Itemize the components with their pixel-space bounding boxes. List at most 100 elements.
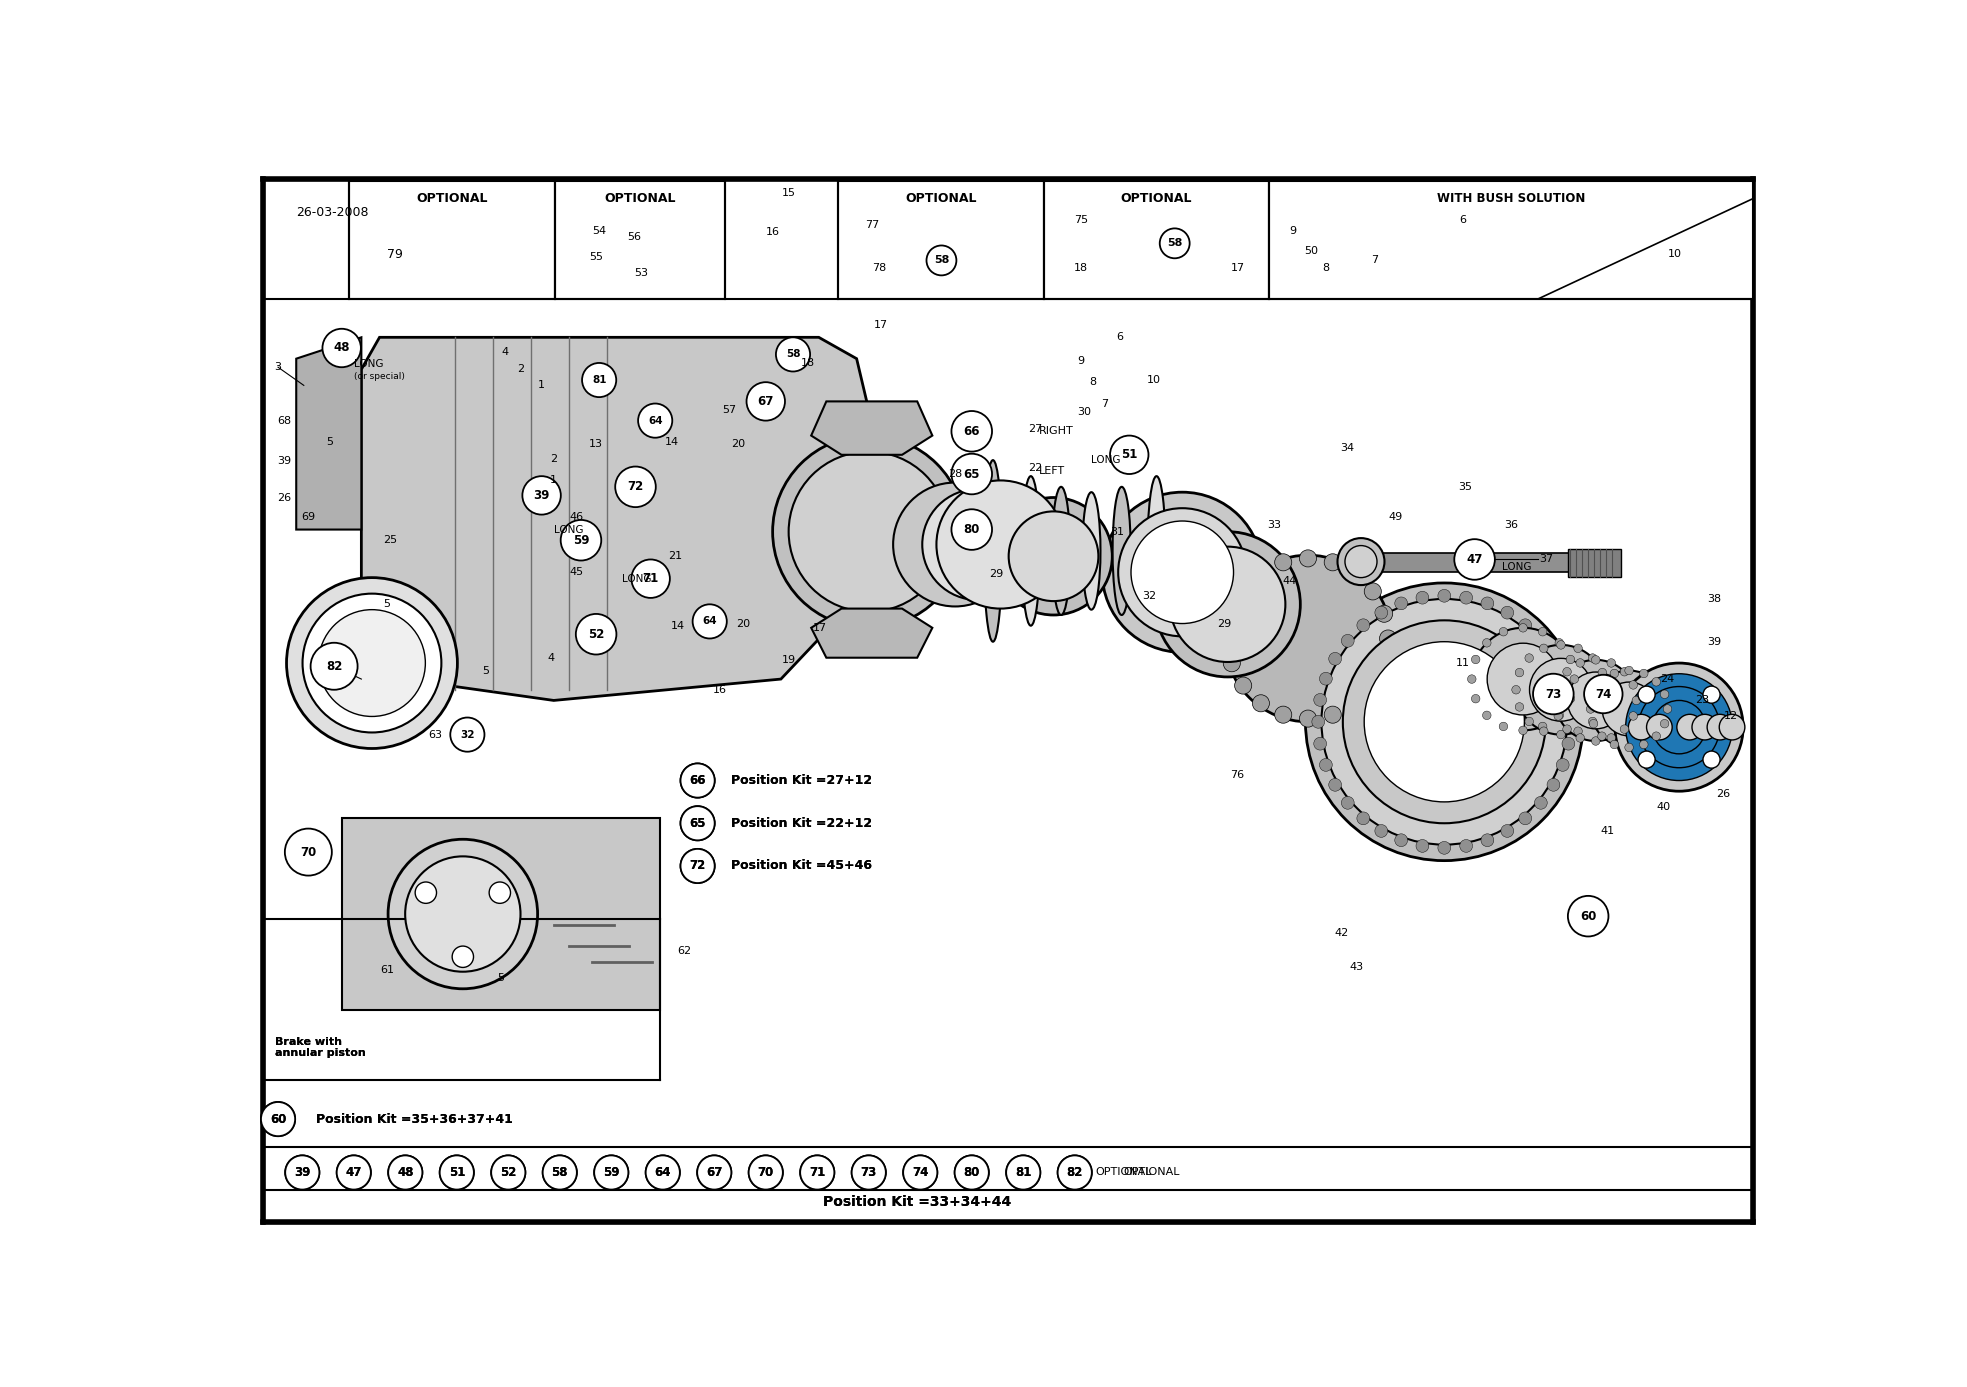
Ellipse shape — [1147, 476, 1166, 626]
Circle shape — [1611, 741, 1619, 749]
Circle shape — [1519, 811, 1532, 825]
Text: LONG: LONG — [1092, 455, 1121, 465]
Text: 81: 81 — [592, 374, 606, 386]
Circle shape — [1562, 738, 1576, 750]
Circle shape — [1275, 553, 1292, 571]
Circle shape — [1597, 669, 1607, 677]
Circle shape — [523, 476, 561, 515]
Circle shape — [594, 1155, 627, 1190]
Circle shape — [1341, 634, 1353, 648]
Circle shape — [1395, 834, 1408, 846]
Text: 2: 2 — [551, 454, 557, 465]
Circle shape — [852, 1155, 885, 1190]
Text: 23: 23 — [1696, 695, 1709, 706]
Text: OPTIONAL: OPTIONAL — [417, 191, 488, 205]
Text: LONG: LONG — [1503, 562, 1532, 571]
Text: 9: 9 — [1288, 226, 1296, 236]
Text: 49: 49 — [1389, 512, 1402, 522]
Circle shape — [1556, 660, 1637, 741]
Text: 10: 10 — [1147, 374, 1161, 386]
Circle shape — [1109, 436, 1149, 474]
Circle shape — [311, 642, 358, 689]
Circle shape — [1591, 670, 1668, 748]
Text: 64: 64 — [655, 1166, 671, 1179]
Text: 31: 31 — [1109, 527, 1123, 537]
Text: 82: 82 — [327, 660, 342, 673]
Circle shape — [1471, 655, 1479, 664]
Circle shape — [1519, 725, 1526, 735]
Circle shape — [1591, 656, 1599, 664]
Text: 34: 34 — [1340, 444, 1355, 454]
Text: 5: 5 — [498, 974, 504, 983]
Text: LEFT: LEFT — [1039, 466, 1064, 476]
Circle shape — [773, 436, 966, 628]
Text: 20: 20 — [736, 619, 749, 628]
Polygon shape — [297, 337, 362, 530]
Text: 35: 35 — [1458, 481, 1473, 492]
Circle shape — [1597, 732, 1607, 741]
Text: Position Kit =22+12: Position Kit =22+12 — [732, 817, 871, 829]
Text: 66: 66 — [688, 774, 706, 786]
Text: OPTIONAL: OPTIONAL — [604, 191, 677, 205]
Circle shape — [1515, 703, 1524, 712]
Circle shape — [1707, 714, 1733, 739]
Circle shape — [1566, 655, 1576, 664]
Circle shape — [1515, 669, 1524, 677]
Circle shape — [1483, 638, 1491, 648]
Text: OPTIONAL: OPTIONAL — [1123, 1168, 1180, 1178]
Text: Position Kit =27+12: Position Kit =27+12 — [732, 774, 871, 786]
Circle shape — [1345, 545, 1377, 577]
Text: 18: 18 — [1074, 264, 1088, 273]
Text: 64: 64 — [655, 1166, 671, 1179]
Circle shape — [1225, 555, 1391, 721]
Text: 8: 8 — [1090, 377, 1096, 387]
Circle shape — [775, 337, 810, 372]
Circle shape — [1576, 734, 1585, 742]
Circle shape — [336, 1155, 372, 1190]
Circle shape — [1338, 538, 1385, 585]
Circle shape — [1235, 677, 1251, 694]
Text: 38: 38 — [1707, 594, 1721, 603]
Text: 16: 16 — [767, 226, 781, 237]
Text: 11: 11 — [1456, 657, 1469, 669]
Circle shape — [1375, 824, 1387, 838]
Circle shape — [1703, 687, 1719, 703]
Circle shape — [1556, 712, 1564, 720]
Text: Brake with
annular piston: Brake with annular piston — [275, 1036, 366, 1058]
Circle shape — [1300, 710, 1316, 727]
Polygon shape — [342, 818, 659, 1010]
Text: 6: 6 — [1460, 215, 1465, 225]
Text: 26: 26 — [1715, 789, 1731, 799]
Circle shape — [1566, 695, 1576, 703]
Text: 59: 59 — [604, 1166, 620, 1179]
Circle shape — [1639, 687, 1719, 768]
Circle shape — [923, 490, 1033, 601]
Circle shape — [1540, 727, 1548, 735]
Circle shape — [1306, 583, 1583, 860]
Text: 17: 17 — [1231, 264, 1245, 273]
Circle shape — [1330, 652, 1341, 666]
Text: 60: 60 — [269, 1112, 287, 1126]
Text: 68: 68 — [277, 416, 291, 426]
Text: 70: 70 — [301, 846, 317, 859]
Text: 58: 58 — [551, 1166, 568, 1179]
Text: OPTIONAL: OPTIONAL — [1096, 1168, 1151, 1178]
Bar — [1044, 182, 1269, 298]
Circle shape — [1357, 811, 1369, 825]
Circle shape — [1589, 653, 1597, 663]
Text: Position Kit =33+34+44: Position Kit =33+34+44 — [822, 1196, 1011, 1209]
Circle shape — [1009, 512, 1098, 601]
Text: 56: 56 — [627, 232, 641, 241]
Text: 55: 55 — [590, 252, 604, 262]
Text: 7: 7 — [1371, 255, 1379, 265]
Circle shape — [561, 520, 602, 560]
Text: 51: 51 — [448, 1166, 464, 1179]
Circle shape — [1546, 652, 1560, 666]
Circle shape — [1570, 675, 1580, 684]
Text: 70: 70 — [757, 1166, 773, 1179]
Circle shape — [1652, 732, 1660, 741]
Circle shape — [1223, 655, 1241, 671]
Circle shape — [1532, 674, 1574, 714]
Circle shape — [441, 1155, 474, 1190]
Circle shape — [1546, 778, 1560, 791]
